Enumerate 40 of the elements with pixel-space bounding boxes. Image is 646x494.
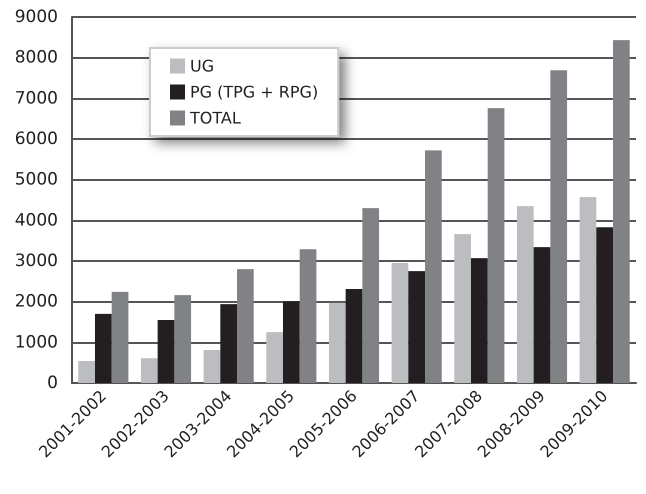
bar [550,70,568,383]
bar [596,227,614,383]
bar [516,206,534,383]
bar [346,289,362,383]
bar [534,247,550,383]
y-tick-label: 7000 [14,88,58,108]
bar [78,361,95,383]
bar [237,269,254,383]
bar [328,302,346,383]
y-tick-label: 6000 [14,129,58,149]
bar [94,314,112,383]
bar [158,320,174,383]
bar [454,234,471,383]
bar [488,108,504,383]
bar [300,249,316,383]
bar [204,350,220,383]
bar [362,208,380,383]
bar [140,358,158,383]
bar [613,40,630,383]
bar [408,271,426,383]
y-tick-label: 1000 [14,332,58,352]
bar [112,292,128,383]
legend-label: TOTAL [189,108,241,128]
y-tick-label: 9000 [14,7,58,27]
legend-label: PG (TPG + RPG) [190,82,318,102]
y-tick-label: 2000 [14,292,58,312]
bar [266,332,283,383]
bar [580,197,596,383]
legend-label: UG [190,56,214,76]
bar [174,295,192,383]
bar [282,301,300,383]
y-tick-label: 5000 [14,170,58,190]
bar [220,304,238,383]
y-tick-label: 4000 [14,210,58,230]
y-tick-label: 8000 [14,48,58,68]
bar [425,150,442,383]
y-tick-label: 0 [47,373,58,393]
y-tick-label: 3000 [14,251,58,271]
bar [470,258,488,383]
bar [392,263,408,383]
